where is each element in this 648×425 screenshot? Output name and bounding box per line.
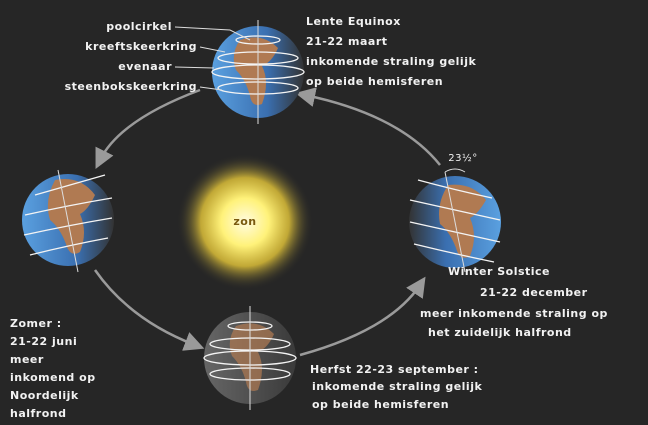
spring-text: Lente Equinox 21-22 maart inkomende stra… [306,15,476,88]
label: kreeftskeerkring [85,40,197,53]
caption: inkomende straling gelijk [312,380,482,393]
caption: het zuidelijk halfrond [428,326,572,339]
autumn-text: Herfst 22-23 september : inkomende stral… [310,363,482,411]
caption: op beide hemisferen [306,75,443,88]
globe-autumn [203,306,297,410]
orbit [93,87,441,357]
legend-labels: poolcirkel kreeftskeerkring evenaar stee… [65,20,197,93]
caption: Winter Solstice [448,265,550,278]
caption: meer [10,353,44,366]
tilt-label: 23½° [448,152,477,164]
caption: inkomend op [10,371,96,384]
caption: Noordelijk [10,389,79,402]
globe-summer [22,169,114,273]
winter-text: Winter Solstice 21-22 december meer inko… [420,265,608,339]
caption: inkomende straling gelijk [306,55,476,68]
caption: Zomer : [10,317,62,330]
summer-text: Zomer : 21-22 juni meer inkomend op Noor… [10,317,96,420]
caption: 21-22 december [480,286,588,299]
caption: Lente Equinox [306,15,401,28]
sun-label: zon [233,215,256,228]
caption: 21-22 maart [306,35,388,48]
caption: meer inkomende straling op [420,307,608,320]
caption: Herfst 22-23 september : [310,363,479,376]
caption: 21-22 juni [10,335,77,348]
globe-spring [211,20,305,124]
label: evenaar [118,60,172,73]
caption: halfrond [10,407,67,420]
sun [177,154,313,290]
caption: op beide hemisferen [312,398,449,411]
leader-lines [174,26,251,91]
label: poolcirkel [106,20,172,33]
globe-winter [409,168,501,273]
label: steenbokskeerkring [65,80,197,93]
